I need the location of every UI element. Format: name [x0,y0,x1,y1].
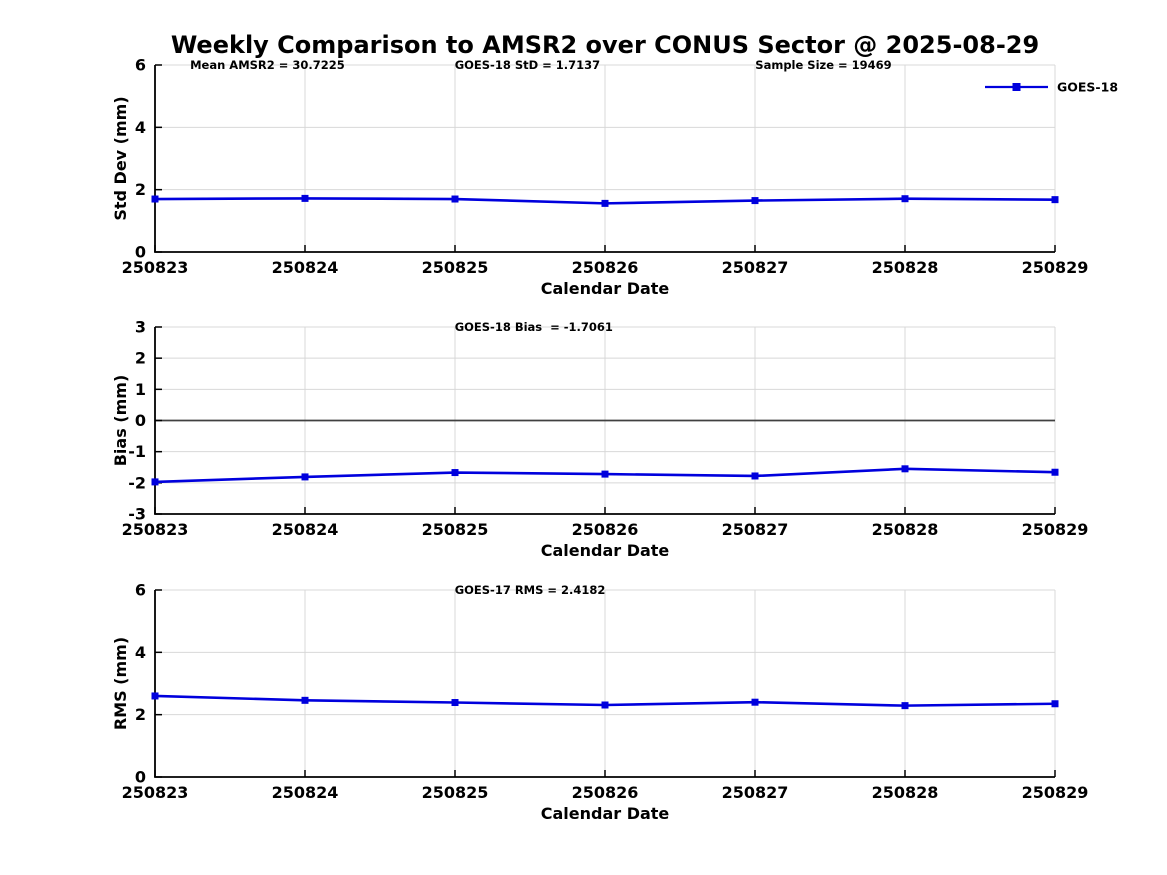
series-marker-goes-18 [151,478,159,486]
x-tick-label: 250827 [722,520,789,539]
series-marker-goes-18 [451,469,459,477]
series-marker-goes-18 [301,473,309,481]
series-marker-goes-18 [601,199,609,207]
x-tick-label: 250828 [872,520,939,539]
series-marker-goes-18 [301,194,309,202]
x-tick-label: 250823 [122,520,189,539]
x-tick-label: 250825 [422,520,489,539]
series-marker-goes-18 [1051,468,1059,476]
annotation-rms: GOES-17 RMS = 2.4182 [455,583,606,597]
x-tick-label: 250827 [722,258,789,277]
series-marker-goes-18 [751,197,759,205]
subplot-std-dev: 0 2 4 6 250823 250824 250825 250826 250827 250828… [111,56,1118,299]
series-marker-goes-18 [301,696,309,704]
subplot-bias: -3 -2 -1 0 1 2 3 250823 250824 250825 250826 250827… [111,318,1088,561]
series-marker-goes-18 [151,195,159,203]
y-tick-label: 6 [135,56,146,75]
series-marker-goes-18 [151,692,159,700]
x-tick-label: 250823 [122,783,189,802]
y-tick-label: -2 [128,473,146,492]
annotation-std-dev: GOES-18 StD = 1.7137 [455,58,600,72]
legend: GOES-18 [985,80,1118,95]
series-marker-goes-18 [751,472,759,480]
x-tick-label: 250826 [572,783,639,802]
series-marker-goes-18 [451,699,459,707]
series-marker-goes-18 [601,470,609,478]
y-tick-label: -3 [128,505,146,524]
y-tick-label: 1 [135,380,146,399]
legend-label: GOES-18 [1057,80,1118,95]
series-marker-goes-18 [1051,196,1059,204]
series-marker-goes-18 [1051,700,1059,708]
y-axis-label: RMS (mm) [111,637,130,730]
x-tick-label: 250829 [1022,783,1089,802]
series-marker-goes-18 [751,698,759,706]
legend-marker [1012,83,1021,91]
grid [154,64,1056,253]
x-tick-label: 250824 [272,520,339,539]
y-tick-label: 6 [135,581,146,600]
y-tick-label: 0 [135,411,146,430]
series-marker-goes-18 [601,701,609,709]
x-tick-label: 250829 [1022,258,1089,277]
x-tick-label: 250824 [272,783,339,802]
x-tick-label: 250826 [572,258,639,277]
grid [154,589,1056,778]
annotation-std-dev: Mean AMSR2 = 30.7225 [190,58,345,72]
y-tick-label: 3 [135,318,146,337]
y-axis-label: Bias (mm) [111,375,130,467]
y-tick-label: 4 [135,118,146,137]
y-tick-label: 4 [135,643,146,662]
x-tick-label: 250829 [1022,520,1089,539]
series-marker-goes-18 [901,465,909,473]
series-marker-goes-18 [451,195,459,203]
y-tick-label: 2 [135,705,146,724]
y-axis-label: Std Dev (mm) [111,96,130,220]
x-axis-label: Calendar Date [541,279,670,298]
y-tick-label: -1 [128,442,146,461]
y-tick-label: 2 [135,349,146,368]
y-tick-label: 0 [135,768,146,787]
x-tick-label: 250823 [122,258,189,277]
x-axis-label: Calendar Date [541,541,670,560]
x-tick-label: 250827 [722,783,789,802]
annotation-bias: GOES-18 Bias = -1.7061 [455,320,613,334]
y-tick-label: 0 [135,243,146,262]
series-marker-goes-18 [901,702,909,710]
x-axis-label: Calendar Date [541,804,670,823]
x-tick-label: 250828 [872,783,939,802]
subplot-rms: 0 2 4 6 250823 250824 250825 250826 250827 250828… [111,581,1088,824]
x-tick-label: 250826 [572,520,639,539]
annotation-std-dev: Sample Size = 19469 [755,58,891,72]
x-tick-label: 250828 [872,258,939,277]
figure-title: Weekly Comparison to AMSR2 over CONUS Se… [170,31,1040,59]
x-tick-label: 250825 [422,783,489,802]
x-tick-label: 250825 [422,258,489,277]
series-marker-goes-18 [901,195,909,203]
x-tick-label: 250824 [272,258,339,277]
y-tick-label: 2 [135,180,146,199]
